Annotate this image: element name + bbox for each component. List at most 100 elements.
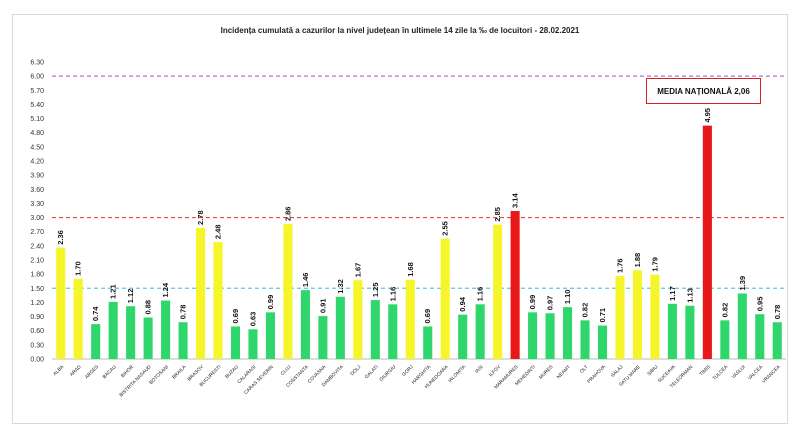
data-label: 1.16 xyxy=(476,287,485,302)
x-tick-label: BOTOSANI xyxy=(148,364,170,386)
data-label: 0.78 xyxy=(179,305,188,320)
y-tick-label: 3.00 xyxy=(30,215,44,222)
x-tick-label: GALATI xyxy=(364,364,380,380)
x-tick-label: MURES xyxy=(538,364,554,380)
bar xyxy=(300,290,310,359)
y-tick-label: 2.70 xyxy=(30,229,44,236)
bar xyxy=(737,293,747,359)
bar xyxy=(685,305,695,359)
x-tick-label: VRANCEA xyxy=(761,364,782,385)
y-tick-label: 4.80 xyxy=(30,130,44,137)
bar xyxy=(143,317,153,359)
data-label: 1.39 xyxy=(738,276,747,291)
data-label: 1.79 xyxy=(650,257,659,272)
x-tick-label: BISTRITA NASAUD xyxy=(118,364,153,399)
data-label: 0.88 xyxy=(144,300,153,315)
bar xyxy=(597,325,608,359)
x-tick-label: CARAS SEVERIN xyxy=(243,364,275,396)
x-tick-label: VASLUI xyxy=(731,364,747,380)
bar xyxy=(720,320,730,359)
bar xyxy=(265,312,275,359)
y-tick-label: 1.80 xyxy=(30,272,44,279)
data-label: 0.63 xyxy=(248,312,257,327)
data-label: 1.46 xyxy=(301,273,310,288)
bar xyxy=(545,313,555,359)
bar xyxy=(580,320,590,359)
data-label: 0.91 xyxy=(318,298,327,313)
bar xyxy=(370,300,380,359)
bar xyxy=(388,304,398,359)
data-label: 2.36 xyxy=(56,230,65,245)
x-tick-label: ARGES xyxy=(84,364,100,380)
bar xyxy=(126,306,136,359)
x-tick-label: GIURGIU xyxy=(378,364,397,383)
data-label: 0.69 xyxy=(231,309,240,324)
data-label: 1.17 xyxy=(668,286,677,301)
data-label: 1.88 xyxy=(633,253,642,268)
x-tick-label: ILFOV xyxy=(488,364,503,379)
y-tick-label: 2.10 xyxy=(30,258,44,265)
bar xyxy=(73,278,83,359)
x-tick-label: TULCEA xyxy=(712,364,730,382)
data-label: 3.14 xyxy=(511,193,520,208)
x-tick-label: TIMIS xyxy=(698,364,711,377)
data-label: 1.13 xyxy=(685,288,694,303)
bar xyxy=(283,224,293,359)
y-tick-label: 1.50 xyxy=(30,286,44,293)
x-tick-label: SALAJ xyxy=(610,364,625,379)
data-label: 1.68 xyxy=(406,262,415,277)
bar xyxy=(510,210,520,359)
y-tick-label: 0.90 xyxy=(30,314,44,321)
y-tick-label: 5.70 xyxy=(30,88,44,95)
bar xyxy=(702,125,712,360)
x-tick-label: BACAU xyxy=(102,364,118,380)
data-label: 1.76 xyxy=(615,258,624,273)
data-label: 0.95 xyxy=(755,297,764,312)
x-tick-label: BUZAU xyxy=(224,364,240,380)
bar xyxy=(161,300,171,359)
bar xyxy=(528,312,538,359)
data-label: 0.69 xyxy=(423,309,432,324)
bar xyxy=(632,270,642,359)
bar xyxy=(650,274,660,359)
data-label: 0.82 xyxy=(581,303,590,318)
y-tick-label: 3.60 xyxy=(30,187,44,194)
bar xyxy=(405,279,415,359)
data-label: 2.55 xyxy=(441,221,450,236)
bar xyxy=(335,296,345,359)
chart-title: Incidența cumulată a cazurilor la nivel … xyxy=(220,26,580,35)
bar xyxy=(755,314,765,359)
data-label: 1.10 xyxy=(563,290,572,305)
x-tick-label: ARAD xyxy=(69,364,83,378)
y-tick-label: 0.30 xyxy=(30,342,44,349)
bar xyxy=(248,329,258,359)
data-label: 1.32 xyxy=(336,279,345,294)
data-label: 1.16 xyxy=(388,287,397,302)
bar xyxy=(353,280,363,359)
y-tick-label: 4.50 xyxy=(30,144,44,151)
chart-frame xyxy=(12,14,788,424)
bar xyxy=(178,322,188,359)
x-tick-label: IASI xyxy=(474,364,485,375)
bar xyxy=(108,301,118,359)
bar xyxy=(318,316,328,359)
data-label: 1.67 xyxy=(353,263,362,278)
y-tick-label: 2.40 xyxy=(30,243,44,250)
bar xyxy=(56,247,66,359)
data-label: 1.70 xyxy=(74,261,83,276)
x-tick-label: NEAMT xyxy=(556,364,572,380)
y-tick-label: 4.20 xyxy=(30,159,44,166)
data-label: 0.74 xyxy=(91,306,100,321)
y-tick-label: 6.00 xyxy=(30,74,44,81)
data-label: 2.78 xyxy=(196,210,205,225)
bar xyxy=(615,276,625,359)
x-tick-label: ALBA xyxy=(52,364,65,377)
data-label: 1.25 xyxy=(371,282,380,297)
x-tick-label: BIHOR xyxy=(120,364,135,379)
data-label: 2.86 xyxy=(283,207,292,222)
bar xyxy=(196,227,206,359)
bar xyxy=(563,307,573,359)
data-label: 0.94 xyxy=(458,296,467,311)
data-label: 1.21 xyxy=(109,284,118,299)
bar xyxy=(667,303,677,359)
